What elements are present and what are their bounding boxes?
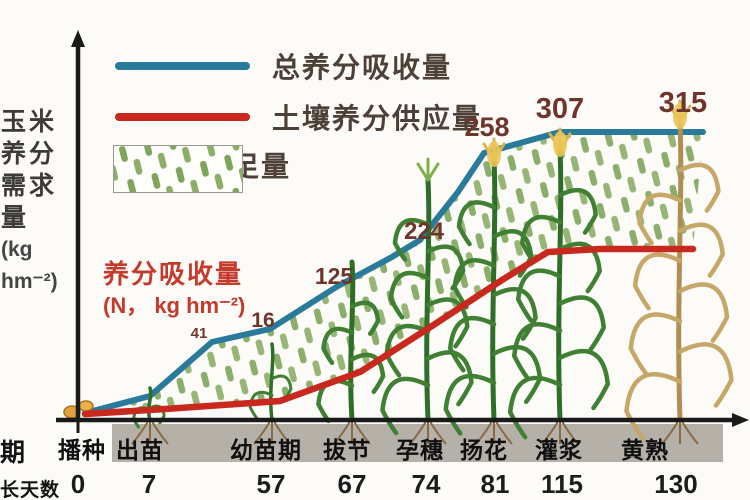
day-label: 130 <box>654 469 698 499</box>
absorption-annotation-title: 养分吸收量 <box>103 259 244 289</box>
axes <box>56 30 749 433</box>
corn-plant-icon <box>443 137 543 445</box>
stage-label: 灌浆 <box>535 437 583 463</box>
value-label: 41 <box>190 325 208 342</box>
stage-label: 幼苗期 <box>230 437 302 463</box>
day-label: 0 <box>70 469 86 499</box>
red-line-swatch <box>115 113 250 121</box>
value-label: 315 <box>658 87 708 119</box>
y-axis-title-line: 养分 <box>1 140 58 168</box>
corn-plants <box>63 99 734 445</box>
legend-label: 总养分吸收量 <box>272 52 453 83</box>
corn-plant-icon <box>507 127 611 445</box>
stage-label: 扬花 <box>460 437 508 463</box>
absorption-annotation-unit: (N， kg hm⁻²) <box>103 293 246 318</box>
stage-label: 孕穗 <box>396 437 444 463</box>
value-label: 307 <box>535 93 585 125</box>
corn-plant-icon <box>380 157 474 445</box>
value-label: 224 <box>403 218 445 245</box>
legend-item-soil-supply: 土壤养分供应量 <box>115 97 482 137</box>
corn-plant-icon <box>624 99 734 445</box>
stage-label: 黄熟 <box>621 437 669 463</box>
legend-label: 土壤养分供应量 <box>272 103 483 134</box>
stage-row-label: 期 <box>0 439 26 467</box>
corn-plant-icon <box>316 259 386 445</box>
value-label: 125 <box>314 263 354 289</box>
day-label: 57 <box>256 469 286 499</box>
legend-item-total-absorption: 总养分吸收量 <box>115 46 452 86</box>
soil-supply-line <box>81 245 697 418</box>
day-label: 74 <box>411 469 441 499</box>
blue-line-swatch <box>115 62 250 70</box>
y-axis-title-line: 需求 <box>1 172 58 200</box>
soil-band <box>112 424 723 462</box>
hatch-swatch <box>113 145 243 193</box>
value-label: 258 <box>464 112 510 142</box>
legend-item-fertilizer-supplement: 施肥补足量 <box>113 145 291 193</box>
y-axis-title: 玉米 养分 需求 量 (kg hm⁻²) <box>1 106 65 298</box>
stage-label: 出苗 <box>116 437 164 463</box>
total-absorption-line <box>82 129 706 416</box>
y-axis-title-line: 玉米 <box>1 108 58 136</box>
day-label: 7 <box>141 469 157 499</box>
fertilizer-supplement-area <box>85 132 703 414</box>
stage-label: 拔节 <box>323 437 371 463</box>
stage-label: 播种 <box>58 437 106 463</box>
day-label: 81 <box>480 469 510 499</box>
day-label: 67 <box>337 469 367 499</box>
y-axis-title-line: 量 <box>1 204 30 232</box>
days-row-label: 长天数 <box>0 480 61 500</box>
y-axis-unit: hm⁻²) <box>1 270 58 293</box>
day-label: 115 <box>541 469 583 499</box>
value-label: 16 <box>251 309 275 332</box>
y-axis-unit: (kg <box>1 238 33 261</box>
